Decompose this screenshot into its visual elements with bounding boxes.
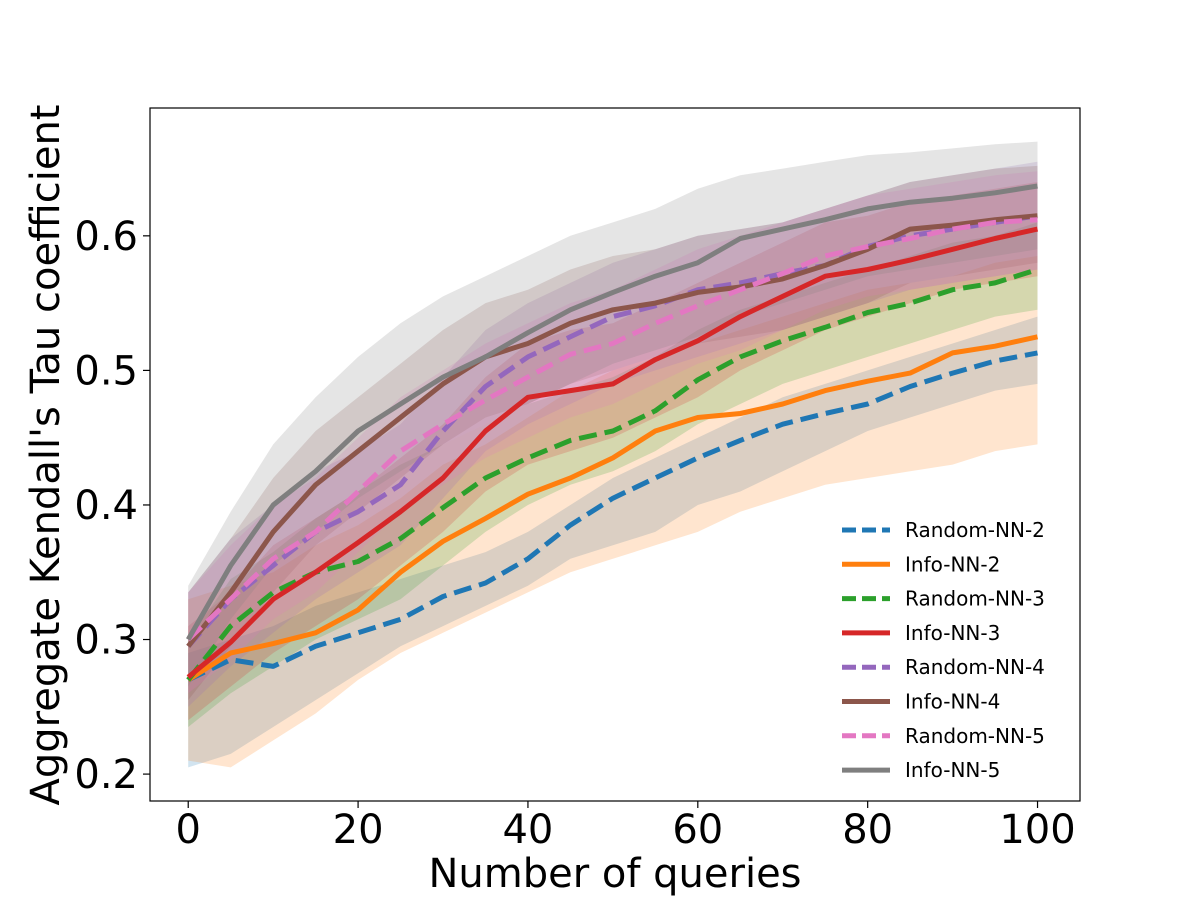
random-nn-5-band [188,171,1038,694]
info-nn-4-band [188,165,1038,701]
x-tick-label: 20 [333,807,384,853]
y-tick-label: 0.4 [74,483,138,529]
x-axis-ticks: 0 20 40 60 80 100 [175,801,1076,853]
info-nn-4-legend-label: Info-NN-4 [905,690,1000,714]
info-nn-5-line [186,183,1038,641]
info-nn-2-legend-label: Info-NN-2 [905,552,1000,576]
random-nn-5-line [186,217,1038,642]
x-tick-label: 0 [175,807,200,853]
x-tick-label: 100 [999,807,1075,853]
random-nn-2-legend-label: Random-NN-2 [905,518,1045,542]
random-nn-3-band [188,222,1038,727]
legend: Random-NN-2 Info-NN-2 Random-NN-3 Info-NN-3… [842,518,1045,782]
x-tick-label: 60 [672,807,723,853]
info-nn-3-legend-label: Info-NN-3 [905,621,1000,645]
info-nn-2-band [188,256,1038,768]
random-nn-4-band [188,161,1038,707]
y-axis-ticks: 0.2 0.3 0.4 0.5 0.6 [74,214,150,798]
x-axis-label: Number of queries [428,851,801,897]
plot-frame [149,107,1081,802]
info-nn-4-line [186,213,1038,648]
random-nn-4-legend-label: Random-NN-4 [905,655,1045,679]
random-nn-3-line [186,267,1039,682]
random-nn-5-legend-label: Random-NN-5 [905,724,1045,748]
y-axis-label: Aggregate Kendall's Tau coefficient [23,105,69,806]
random-nn-3-legend-label: Random-NN-3 [905,587,1045,611]
info-nn-3-line [186,226,1039,680]
x-tick-label: 80 [842,807,893,853]
info-nn-5-legend-label: Info-NN-5 [905,758,1000,782]
y-tick-label: 0.6 [74,214,138,260]
x-tick-label: 40 [502,807,553,853]
y-tick-label: 0.5 [74,348,138,394]
y-tick-label: 0.2 [74,752,138,798]
y-tick-label: 0.3 [74,618,138,664]
random-nn-2-line [187,350,1038,683]
info-nn-3-band [188,182,1038,721]
random-nn-2-band [188,316,1038,768]
info-nn-2-line [186,334,1039,683]
random-nn-4-line [186,213,1038,648]
series-lines [186,183,1039,683]
